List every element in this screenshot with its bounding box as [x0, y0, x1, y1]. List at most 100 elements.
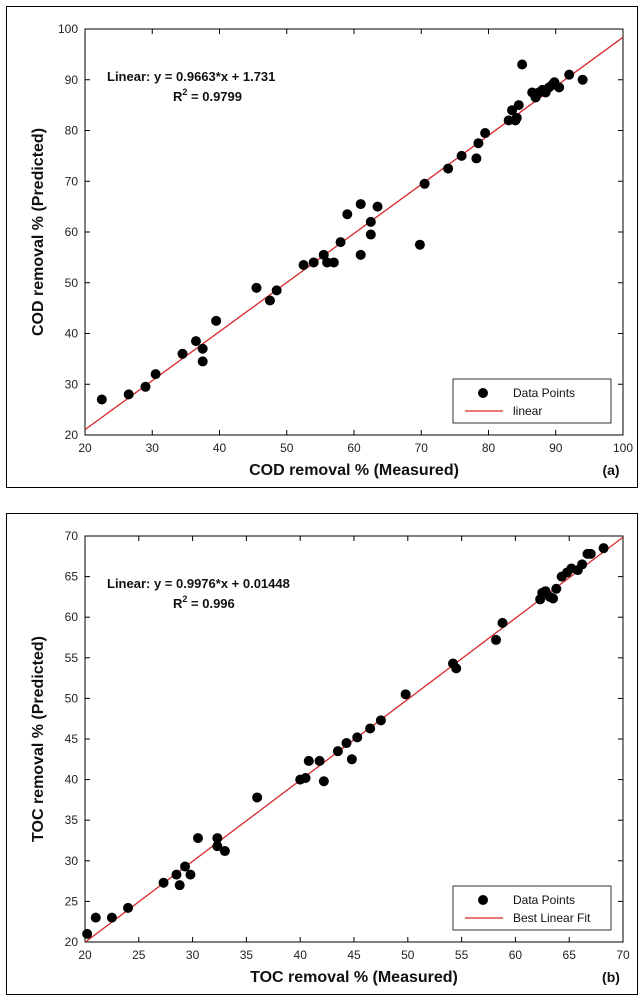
x-tick-label: 35: [240, 948, 254, 962]
y-tick-label: 50: [65, 276, 79, 290]
data-point: [355, 199, 366, 210]
r-squared-prefix: R: [173, 596, 183, 611]
y-tick-label: 30: [65, 377, 79, 391]
x-tick-label: 80: [482, 441, 496, 455]
x-tick-label: 50: [401, 948, 415, 962]
data-point: [219, 846, 230, 857]
data-point: [365, 216, 376, 227]
data-point: [158, 877, 169, 888]
data-point: [318, 776, 329, 787]
data-point: [174, 880, 185, 891]
data-point: [212, 841, 223, 852]
data-point: [577, 74, 588, 85]
data-point: [197, 343, 208, 354]
legend-label-points: Data Points: [513, 893, 575, 907]
chart-panel-a: 20 30 40 50 60 70 80 90 100 20 30 40 50 60 70 80 90 100 Li…: [6, 6, 638, 488]
data-point: [548, 593, 559, 604]
data-point: [211, 315, 222, 326]
data-point: [190, 336, 201, 347]
data-point: [185, 869, 196, 880]
x-tick-label: 45: [347, 948, 361, 962]
data-point: [419, 178, 430, 189]
legend-marker-points: [478, 895, 488, 905]
r-squared-prefix: R: [173, 89, 183, 104]
data-point: [251, 282, 262, 293]
y-tick-label: 20: [65, 428, 79, 442]
data-point: [577, 559, 588, 570]
data-point: [497, 617, 508, 628]
data-point: [491, 634, 502, 645]
y-tick-label: 55: [65, 651, 79, 665]
fit-equation: Linear: y = 0.9976*x + 0.01448: [107, 576, 290, 591]
data-point: [335, 237, 346, 248]
data-point: [264, 295, 275, 306]
y-tick-label: 25: [65, 894, 79, 908]
x-tick-label: 40: [213, 441, 227, 455]
data-point: [212, 833, 223, 844]
x-tick-label: 30: [146, 441, 160, 455]
data-point: [123, 389, 134, 400]
x-tick-label: 30: [186, 948, 200, 962]
data-point: [106, 912, 117, 923]
x-tick-label: 20: [78, 948, 92, 962]
data-point: [82, 928, 93, 939]
y-tick-label: 65: [65, 570, 79, 584]
data-point: [192, 833, 203, 844]
x-tick-label: 55: [455, 948, 469, 962]
legend-label-points: Data Points: [513, 386, 575, 400]
data-point: [150, 369, 161, 380]
data-point: [511, 112, 522, 123]
x-tick-label: 70: [616, 948, 630, 962]
r-squared-exponent: 2: [182, 87, 187, 97]
data-point: [365, 229, 376, 240]
r-squared-value: = 0.9799: [187, 89, 242, 104]
data-point: [352, 732, 363, 743]
y-tick-label: 90: [65, 73, 79, 87]
data-point: [443, 163, 454, 174]
data-point: [303, 755, 314, 766]
data-point: [332, 746, 343, 757]
legend-label-line: Best Linear Fit: [513, 911, 591, 925]
data-point: [346, 754, 357, 765]
data-point: [90, 912, 101, 923]
scatter-plot-a: 20 30 40 50 60 70 80 90 100 20 30 40 50 60 70 80 90 100 Li…: [30, 22, 633, 479]
data-point: [271, 285, 282, 296]
data-point: [355, 249, 366, 260]
data-point: [314, 755, 325, 766]
chart-panel-b: 20 25 30 35 40 45 50 55 60 65 70 20 25 30 35 40 45 50 55 60…: [6, 513, 638, 995]
y-tick-label: 35: [65, 813, 79, 827]
x-tick-label: 25: [132, 948, 146, 962]
x-axis-label: TOC removal % (Measured): [250, 969, 458, 986]
data-point: [456, 150, 467, 161]
scatter-plot-b: 20 25 30 35 40 45 50 55 60 65 70 20 25 30 35 40 45 50 55 60…: [30, 529, 630, 986]
y-tick-label: 45: [65, 732, 79, 746]
data-point: [298, 259, 309, 270]
data-point: [300, 772, 311, 783]
data-point: [451, 663, 462, 674]
legend-box: [452, 378, 612, 424]
data-point: [252, 792, 263, 803]
data-point: [473, 138, 484, 149]
data-point: [328, 257, 339, 268]
data-point: [598, 543, 609, 554]
x-tick-label: 65: [563, 948, 577, 962]
x-tick-label: 60: [509, 948, 523, 962]
x-tick-label: 90: [549, 441, 563, 455]
r-squared-exponent: 2: [182, 594, 187, 604]
panel-letter: (a): [602, 462, 619, 478]
data-point: [400, 689, 411, 700]
data-point: [564, 69, 575, 80]
y-axis-label: COD removal % (Predicted): [30, 128, 47, 336]
y-tick-label: 60: [65, 225, 79, 239]
y-tick-label: 100: [58, 22, 78, 36]
fit-line: [85, 36, 623, 431]
data-point: [171, 869, 182, 880]
y-axis-label: TOC removal % (Predicted): [30, 636, 47, 842]
data-point: [318, 249, 329, 260]
x-tick-label: 60: [347, 441, 361, 455]
y-tick-label: 70: [65, 529, 79, 543]
data-point: [513, 100, 524, 111]
data-point: [585, 548, 596, 559]
data-point: [365, 723, 376, 734]
data-point: [372, 201, 383, 212]
